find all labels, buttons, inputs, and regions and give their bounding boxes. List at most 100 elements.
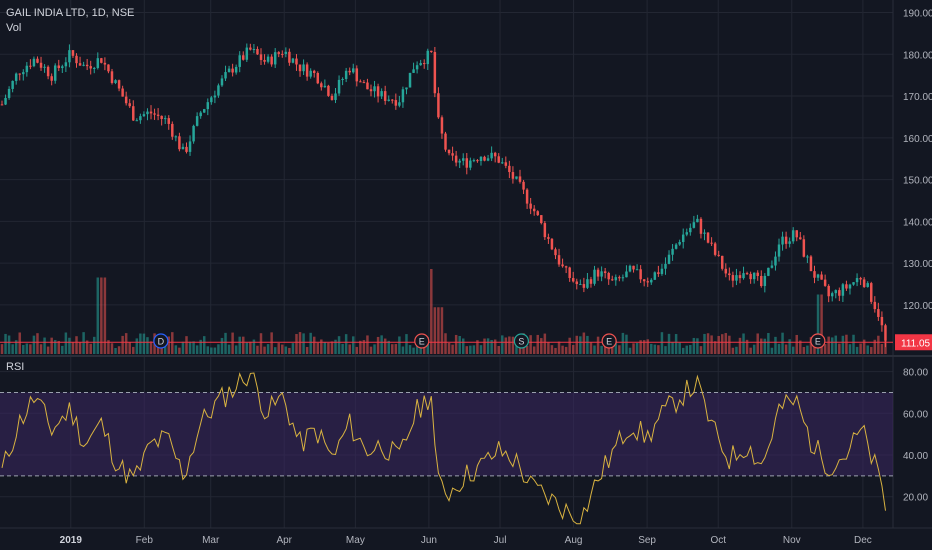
candle: [408, 72, 412, 88]
volume-bar: [642, 340, 646, 354]
volume-bar: [220, 337, 224, 354]
volume-bar: [437, 307, 440, 354]
volume-bar: [277, 343, 280, 354]
volume-bar: [880, 344, 884, 354]
price-tick-label: 130.00: [903, 259, 932, 270]
volume-bar: [802, 346, 806, 354]
volume-bar: [444, 333, 447, 354]
candle: [497, 156, 500, 163]
volume-bar: [767, 333, 770, 354]
candle: [295, 58, 298, 65]
candle: [696, 218, 699, 223]
candle: [685, 232, 689, 235]
volume-bar: [82, 332, 85, 354]
volume-bar: [43, 337, 46, 354]
candle: [39, 62, 43, 68]
candle: [802, 239, 806, 257]
candle: [767, 267, 770, 276]
candle: [795, 230, 798, 238]
volume-bar: [536, 334, 539, 354]
candle: [57, 65, 61, 69]
candle: [68, 50, 71, 63]
candle: [791, 230, 795, 242]
volume-bar: [383, 338, 387, 354]
candle: [532, 208, 536, 212]
volume-bar: [64, 332, 68, 354]
volume-bar: [508, 336, 511, 354]
candle: [78, 63, 82, 66]
volume-bar: [398, 336, 401, 354]
volume-bar: [298, 332, 302, 354]
event-marker-label: E: [815, 337, 821, 347]
candle: [249, 47, 252, 50]
volume-bar: [472, 345, 476, 354]
candle: [266, 56, 270, 62]
candle: [234, 66, 238, 73]
candle: [433, 52, 437, 94]
volume-bar: [266, 344, 270, 354]
candle: [749, 273, 752, 280]
time-tick-label: Dec: [854, 535, 872, 546]
time-tick-label: Jun: [421, 535, 437, 546]
candle: [50, 76, 53, 81]
candle: [508, 165, 511, 173]
candle: [564, 266, 568, 268]
candle: [483, 156, 486, 161]
volume-bar: [760, 338, 763, 354]
candle: [880, 316, 884, 326]
candle: [96, 58, 100, 68]
candle: [852, 282, 855, 285]
volume-bar: [678, 342, 681, 354]
volume-bar: [281, 344, 284, 354]
volume-bar: [391, 344, 394, 354]
price-tick-label: 140.00: [903, 217, 932, 228]
volume-bar: [834, 335, 838, 354]
volume-bar: [415, 346, 419, 354]
volume-bar: [53, 340, 57, 354]
candle: [845, 284, 848, 289]
candle: [89, 66, 92, 69]
candle: [178, 136, 181, 150]
candle: [135, 120, 139, 122]
volume-bar: [703, 333, 706, 354]
candle: [653, 272, 657, 280]
volume-bar: [380, 335, 383, 354]
volume-bar: [11, 344, 14, 354]
volume-bar: [142, 333, 146, 354]
time-tick-label: Sep: [638, 535, 656, 546]
volume-bar: [845, 334, 848, 354]
volume-bar: [401, 346, 405, 354]
earnings-marker: [414, 333, 430, 349]
candle: [163, 118, 167, 120]
candle: [337, 79, 341, 94]
candle: [160, 115, 163, 119]
volume-bar: [36, 333, 39, 354]
volume-bar: [738, 337, 742, 354]
dividend-marker: [153, 333, 169, 349]
volume-bar: [582, 332, 586, 354]
candle: [788, 241, 791, 244]
volume-bar: [483, 338, 486, 354]
earnings-marker: [601, 333, 617, 349]
time-tick-label: May: [346, 535, 365, 546]
volume-bar: [799, 340, 802, 354]
volume-bar: [497, 346, 500, 354]
candle: [469, 160, 472, 168]
candle: [369, 89, 373, 92]
volume-bar: [107, 340, 110, 354]
time-tick-label: Oct: [710, 535, 726, 546]
candle: [4, 97, 7, 105]
candle: [85, 64, 89, 67]
volume-bar: [376, 336, 380, 354]
volume-bar: [309, 332, 312, 354]
candle: [288, 51, 291, 63]
volume-bar: [270, 332, 273, 354]
volume-bar: [625, 334, 628, 354]
volume-bar: [199, 339, 202, 354]
candle: [681, 234, 685, 243]
volume-bar: [75, 336, 78, 354]
candle: [32, 58, 36, 67]
volume-bar: [870, 347, 873, 354]
candle: [7, 88, 11, 98]
